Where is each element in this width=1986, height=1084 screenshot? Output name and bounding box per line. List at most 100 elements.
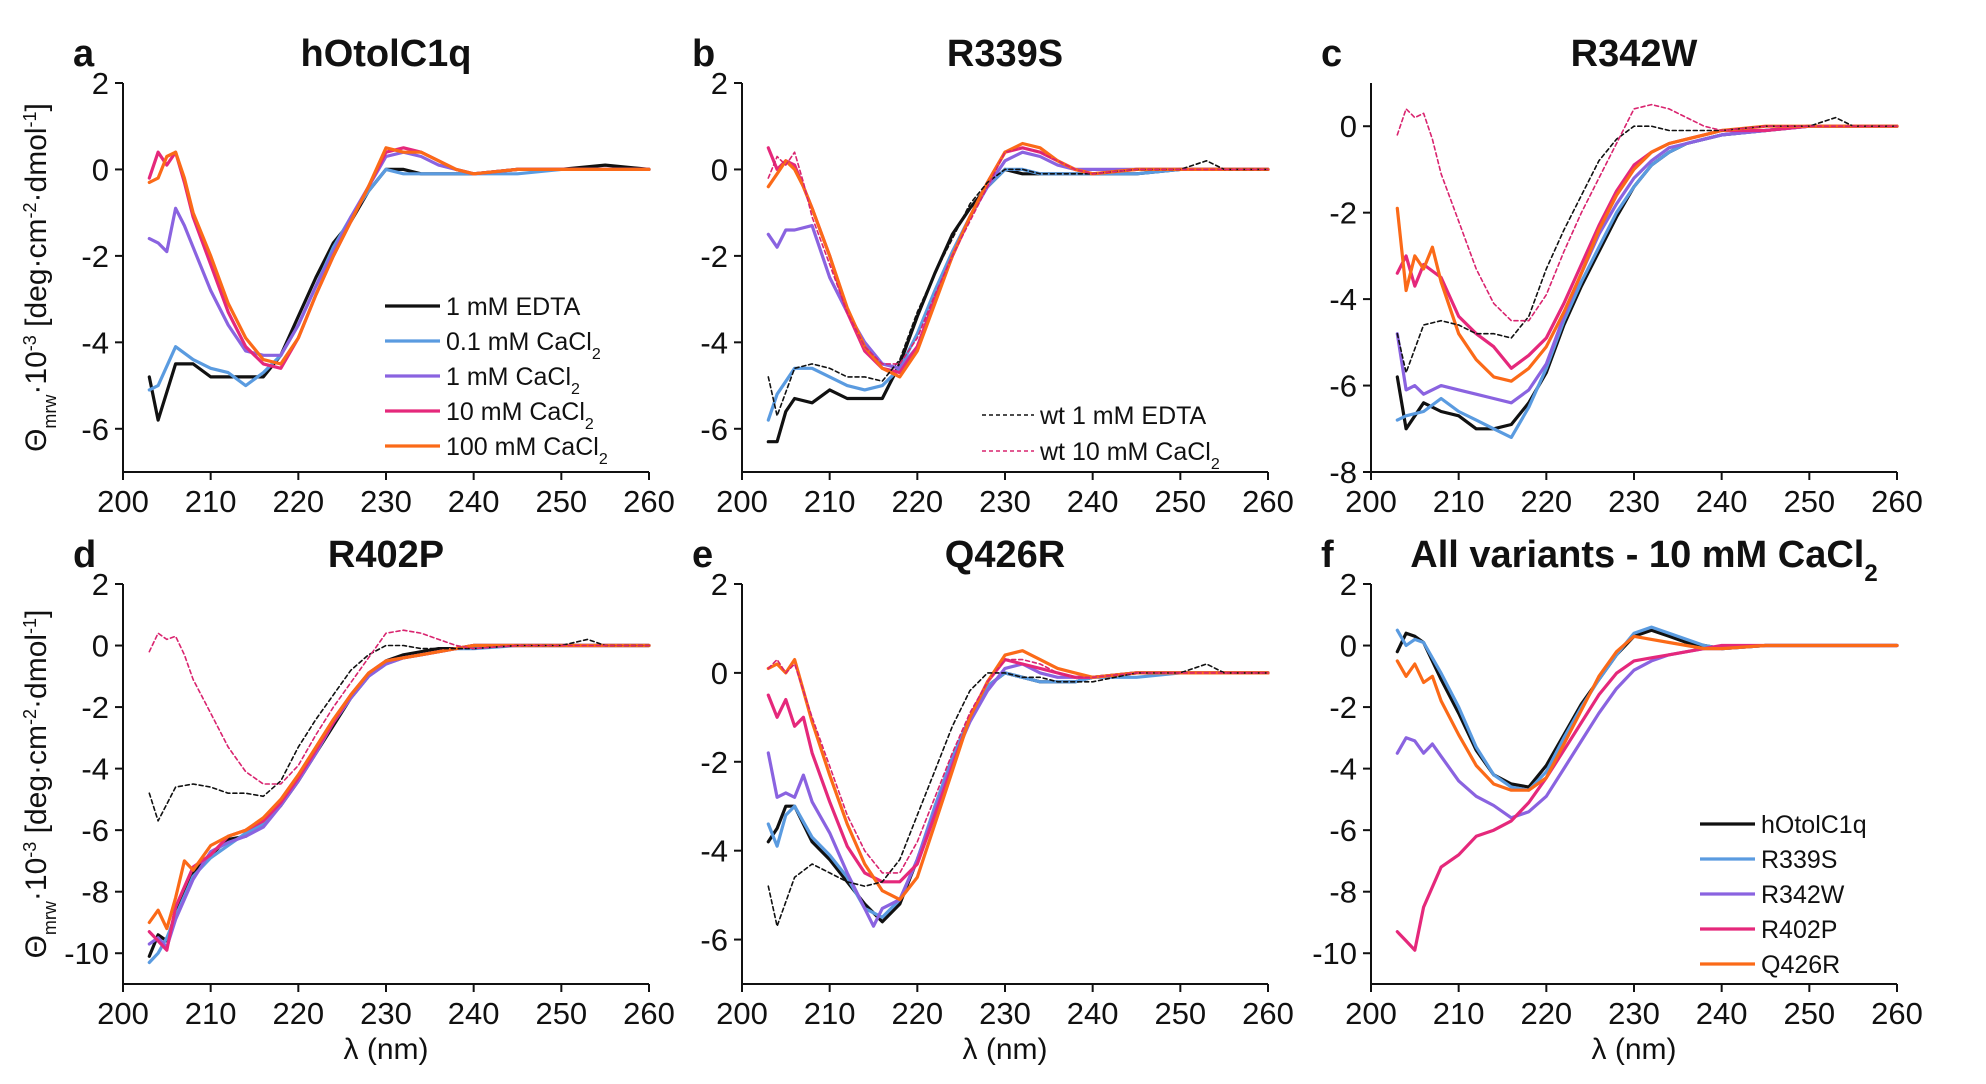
y-tick-label: 0	[92, 629, 109, 664]
y-axis-label: Θmrw·10-3 [deg·cm-2·dmol-1]	[20, 103, 60, 452]
x-tick-label: 240	[1067, 484, 1119, 519]
series-line-100-mm-cacl2	[147, 643, 651, 931]
legend-label: 10 mM CaCl2	[446, 398, 594, 433]
legend-label-sub: 2	[592, 346, 601, 363]
legend-label: Q426R	[1761, 951, 1840, 979]
y-tick-label: -4	[1329, 282, 1357, 317]
legend-label: 100 mM CaCl2	[446, 433, 608, 468]
legend-label-main: wt 10 mM CaCl	[1039, 438, 1211, 466]
series-line-0-1-mm-cacl2	[147, 167, 651, 392]
series-line-wt-10-mm-cacl2	[767, 658, 1269, 874]
x-tick-label: 200	[97, 996, 149, 1031]
x-tick-label: 200	[716, 484, 768, 519]
x-tick-label: 260	[1242, 484, 1294, 519]
panel-title: All variants - 10 mM CaCl2	[1410, 534, 1877, 587]
x-tick-label: 210	[804, 484, 856, 519]
x-tick-label: 220	[891, 996, 943, 1031]
x-tick-label: 230	[979, 996, 1031, 1031]
series-line-10-mm-cacl2	[766, 657, 1270, 884]
y-tick-label: -4	[700, 325, 728, 360]
y-tick-label: 0	[711, 656, 728, 691]
panel-c: 200 210 220 230 240 250 260 0 -2 -4 -6 -8 c R342W	[1321, 33, 1923, 519]
x-tick-label: 240	[1696, 484, 1748, 519]
series-line-100-mm-cacl2	[147, 146, 651, 366]
y-axis-label-part: -3	[20, 335, 40, 351]
legend-label-main: 10 mM CaCl	[446, 398, 585, 426]
panel-title: R339S	[947, 33, 1063, 75]
panel-e: 200 210 220 230 240 250 260 2 0 -2 -4 -6 e Q426R λ (nm…	[692, 534, 1294, 1066]
legend-label-sub: 2	[599, 451, 608, 468]
y-tick-label: 2	[92, 567, 109, 602]
y-axis-label-part: mrw	[40, 900, 60, 935]
x-tick-label: 200	[1345, 484, 1397, 519]
legend-label-sub: 2	[1211, 456, 1220, 473]
y-tick-label: -2	[1329, 196, 1357, 231]
x-tick-label: 250	[1154, 996, 1206, 1031]
panel-title: hOtolC1q	[301, 33, 472, 75]
series-line-wt-10-mm-cacl2	[767, 147, 1269, 365]
series-line-r402p	[1395, 643, 1899, 952]
y-axis-label-part: -2	[20, 202, 40, 218]
y-tick-label: 0	[92, 152, 109, 187]
x-tick-label: 250	[535, 996, 587, 1031]
legend-label: 0.1 mM CaCl2	[446, 328, 601, 363]
x-tick-label: 200	[97, 484, 149, 519]
x-tick-label: 240	[1696, 996, 1748, 1031]
panel-title: R342W	[1571, 33, 1698, 75]
series-line-q426r	[1395, 634, 1899, 792]
series-line-wt-1-mm-edta	[767, 160, 1269, 417]
x-tick-label: 230	[979, 484, 1031, 519]
panel-letter: d	[73, 534, 96, 576]
y-tick-label: 2	[711, 66, 728, 101]
y-tick-label: 0	[1340, 629, 1357, 664]
y-axis-label-part: [deg·cm	[20, 218, 53, 335]
legend-label-main: 100 mM CaCl	[446, 433, 599, 461]
y-axis-label-part: [deg·cm	[20, 725, 53, 842]
panel-b: 200 210 220 230 240 250 260 2 0 -2 -4 -6 b R339S wt 1 …	[692, 33, 1294, 519]
x-axis-label: λ (nm)	[344, 1033, 429, 1066]
series-line-10-mm-cacl2	[147, 643, 651, 952]
panel-letter: e	[692, 534, 713, 576]
y-tick-label: -4	[700, 834, 728, 869]
legend-label: wt 1 mM EDTA	[1039, 402, 1207, 430]
x-tick-label: 240	[448, 996, 500, 1031]
legend-label-sub: 2	[585, 416, 594, 433]
series-line-wt-10-mm-cacl2	[148, 629, 650, 785]
series-line-100-mm-cacl2	[766, 141, 1270, 379]
y-tick-label: -6	[1329, 369, 1357, 404]
series-line-1-mm-cacl2	[147, 643, 651, 949]
series-line-wt-1-mm-edta	[767, 663, 1269, 928]
series-line-0-1-mm-cacl2	[147, 643, 651, 965]
y-tick-label: -8	[1329, 455, 1357, 490]
x-tick-label: 220	[891, 484, 943, 519]
x-tick-label: 260	[623, 484, 675, 519]
y-axis-label-part: Θ	[20, 429, 53, 452]
panel-letter: a	[73, 33, 95, 75]
legend-label-main: 1 mM CaCl	[446, 363, 571, 391]
series-line-10-mm-cacl2	[766, 146, 1270, 375]
x-tick-label: 260	[623, 996, 675, 1031]
y-tick-label: 2	[711, 567, 728, 602]
panel-d: 200 210 220 230 240 250 260 2 0 -2 -4 -6 -8 -10 d R402P…	[64, 534, 675, 1066]
y-tick-label: -6	[700, 412, 728, 447]
y-tick-label: -6	[81, 813, 109, 848]
x-tick-label: 260	[1871, 484, 1923, 519]
panel-title: Q426R	[945, 534, 1065, 576]
y-tick-label: -2	[1329, 690, 1357, 725]
series-line-r339s	[1395, 625, 1899, 792]
y-tick-label: -2	[81, 239, 109, 274]
y-tick-label: -2	[81, 690, 109, 725]
y-axis-label-part: Θ	[20, 935, 53, 958]
y-tick-label: 2	[92, 66, 109, 101]
x-axis-label: λ (nm)	[963, 1033, 1048, 1066]
y-tick-label: -4	[1329, 752, 1357, 787]
y-axis-label-part: -1	[20, 618, 40, 634]
x-tick-label: 250	[1783, 484, 1835, 519]
series-line-0-1-mm-cacl2	[1395, 124, 1899, 439]
series-line-1-mm-edta	[766, 671, 1270, 924]
y-tick-label: 0	[1340, 109, 1357, 144]
x-tick-label: 250	[1783, 996, 1835, 1031]
x-tick-label: 200	[1345, 996, 1397, 1031]
y-tick-label: -8	[81, 875, 109, 910]
